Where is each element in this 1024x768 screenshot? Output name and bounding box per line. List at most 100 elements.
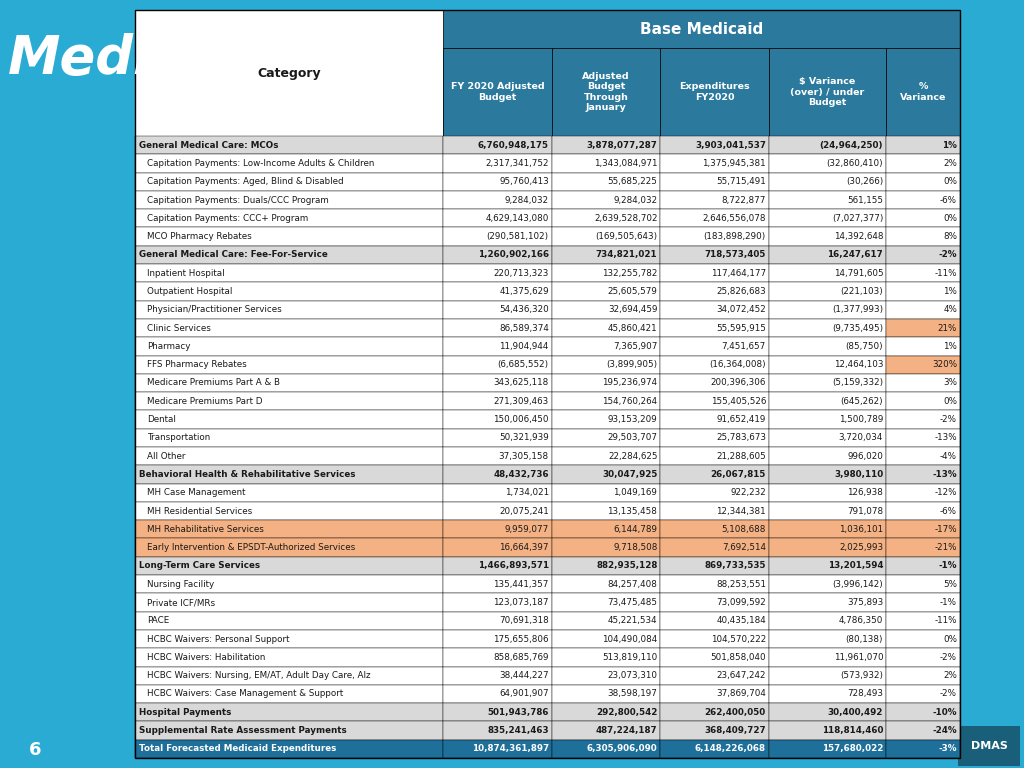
Bar [769,374,886,392]
Text: 2,639,528,702: 2,639,528,702 [594,214,657,223]
Bar [886,300,961,319]
Bar [135,136,443,154]
Bar [135,264,443,283]
Bar [886,264,961,283]
Text: (7,027,377): (7,027,377) [831,214,883,223]
Bar [135,392,443,410]
Bar [769,319,886,337]
Text: 1,500,789: 1,500,789 [839,415,883,424]
Bar [660,740,769,758]
Bar [443,337,552,356]
Bar [660,648,769,667]
Text: -10%: -10% [933,708,957,717]
Text: Medicare Premiums Part D: Medicare Premiums Part D [147,397,262,406]
Text: 922,232: 922,232 [730,488,766,497]
Text: 88,253,551: 88,253,551 [716,580,766,589]
Text: 29,503,707: 29,503,707 [607,433,657,442]
Text: Clinic Services: Clinic Services [147,323,211,333]
Text: 104,490,084: 104,490,084 [602,634,657,644]
Text: 11,904,944: 11,904,944 [500,342,549,351]
Text: 343,625,118: 343,625,118 [494,379,549,388]
Text: 34,072,452: 34,072,452 [716,306,766,314]
Bar [552,48,660,136]
Bar [552,465,660,484]
Text: 30,047,925: 30,047,925 [602,470,657,479]
Text: 6,760,948,175: 6,760,948,175 [478,141,549,150]
Bar [660,429,769,447]
Bar [135,429,443,447]
Bar [135,10,443,136]
Text: -2%: -2% [939,250,957,260]
Bar [660,48,769,136]
Bar [886,557,961,575]
Bar [886,246,961,264]
Bar [552,374,660,392]
Text: 16,247,617: 16,247,617 [827,250,883,260]
Text: 2,646,556,078: 2,646,556,078 [702,214,766,223]
Bar [552,703,660,721]
Bar [135,520,443,538]
Text: 8,722,877: 8,722,877 [722,196,766,204]
Bar [443,648,552,667]
Bar [552,520,660,538]
Bar [769,740,886,758]
Text: (573,932): (573,932) [840,671,883,680]
Text: 21,288,605: 21,288,605 [716,452,766,461]
Text: 45,860,421: 45,860,421 [608,323,657,333]
Bar [769,648,886,667]
Text: (30,266): (30,266) [846,177,883,186]
Bar [552,667,660,685]
Bar [886,283,961,300]
Text: Capitation Payments: Low-Income Adults & Children: Capitation Payments: Low-Income Adults &… [147,159,375,168]
Bar [135,374,443,392]
Bar [886,227,961,246]
Bar [660,721,769,740]
Text: 4%: 4% [943,306,957,314]
Bar [552,502,660,520]
Text: Nursing Facility: Nursing Facility [147,580,214,589]
Bar [660,575,769,594]
Text: 12,344,381: 12,344,381 [717,507,766,515]
Bar [769,429,886,447]
Bar [886,465,961,484]
Bar [443,685,552,703]
Bar [552,154,660,173]
Text: HCBC Waivers: Nursing, EM/AT, Adult Day Care, Alz: HCBC Waivers: Nursing, EM/AT, Adult Day … [147,671,371,680]
Text: 22,284,625: 22,284,625 [608,452,657,461]
Text: 1,036,101: 1,036,101 [839,525,883,534]
Text: 791,078: 791,078 [847,507,883,515]
Text: (183,898,290): (183,898,290) [703,232,766,241]
Text: 1,260,902,166: 1,260,902,166 [478,250,549,260]
Text: 3%: 3% [943,379,957,388]
Text: (24,964,250): (24,964,250) [819,141,883,150]
Text: 132,255,782: 132,255,782 [602,269,657,278]
Text: MH Residential Services: MH Residential Services [147,507,252,515]
Text: 21%: 21% [938,323,957,333]
Bar [886,429,961,447]
Bar [443,410,552,429]
Bar [443,484,552,502]
Bar [552,611,660,630]
Text: HCBC Waivers: Case Management & Support: HCBC Waivers: Case Management & Support [147,690,343,698]
Text: 14,392,648: 14,392,648 [834,232,883,241]
Bar [660,630,769,648]
Bar [552,538,660,557]
Bar [552,300,660,319]
Bar [886,703,961,721]
Bar [769,300,886,319]
Text: MCO Pharmacy Rebates: MCO Pharmacy Rebates [147,232,252,241]
Bar [660,337,769,356]
Bar [660,611,769,630]
Text: 718,573,405: 718,573,405 [705,250,766,260]
Bar [443,154,552,173]
Text: 1%: 1% [942,141,957,150]
Text: (169,505,643): (169,505,643) [595,232,657,241]
Bar [886,721,961,740]
Text: 45,221,534: 45,221,534 [608,616,657,625]
FancyBboxPatch shape [958,726,1020,766]
Bar [443,611,552,630]
Bar [443,300,552,319]
Text: 195,236,974: 195,236,974 [602,379,657,388]
Bar [443,374,552,392]
Text: (645,262): (645,262) [841,397,883,406]
